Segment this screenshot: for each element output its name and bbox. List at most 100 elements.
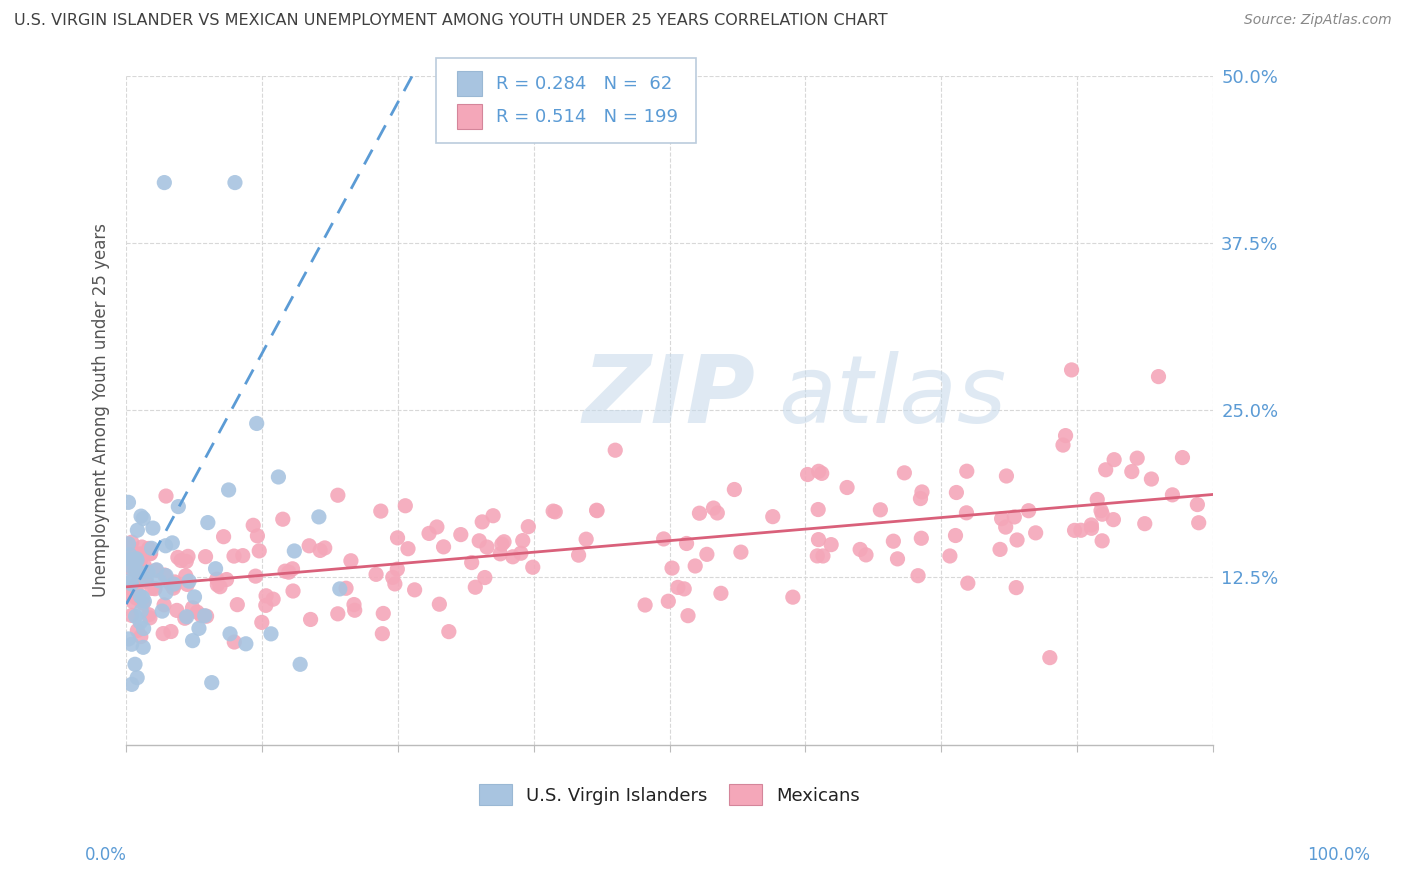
Point — [820, 538, 842, 552]
Point — [427, 597, 450, 611]
Point — [181, 633, 204, 648]
Point — [343, 598, 366, 612]
Point — [730, 545, 752, 559]
Point — [370, 504, 392, 518]
Point — [173, 611, 195, 625]
Point — [710, 586, 733, 600]
Point — [125, 591, 148, 605]
Point — [893, 466, 915, 480]
Point — [509, 546, 531, 560]
Point — [141, 541, 163, 556]
Point — [1171, 450, 1194, 465]
Point — [129, 604, 152, 618]
Text: R = 0.514   N = 199: R = 0.514 N = 199 — [496, 108, 678, 126]
Point — [326, 607, 349, 621]
Point — [585, 503, 607, 517]
Point — [309, 543, 332, 558]
Point — [281, 584, 304, 599]
Point — [224, 176, 246, 190]
Point — [120, 552, 142, 566]
Point — [218, 483, 240, 497]
Point — [1140, 472, 1163, 486]
Point — [127, 587, 149, 601]
Point — [125, 553, 148, 567]
Point — [956, 576, 979, 591]
Point — [222, 549, 245, 563]
Point — [1126, 451, 1149, 466]
Point — [121, 637, 143, 651]
Point — [138, 541, 160, 556]
Point — [1005, 533, 1028, 547]
Point — [128, 566, 150, 580]
Point — [183, 590, 205, 604]
Text: atlas: atlas — [778, 351, 1007, 442]
Point — [135, 574, 157, 589]
Point — [1005, 581, 1028, 595]
Point — [283, 544, 305, 558]
Point — [886, 552, 908, 566]
Point — [245, 569, 267, 583]
Point — [167, 550, 190, 565]
Point — [384, 577, 406, 591]
Point — [491, 537, 513, 551]
Point — [246, 529, 269, 543]
Point — [254, 599, 277, 613]
Point — [460, 556, 482, 570]
Point — [634, 598, 657, 612]
Point — [181, 600, 204, 615]
Point — [136, 565, 159, 579]
Point — [492, 534, 515, 549]
Point — [1133, 516, 1156, 531]
Point — [167, 500, 190, 514]
Point — [482, 508, 505, 523]
Point — [121, 577, 143, 591]
Text: 0.0%: 0.0% — [84, 846, 127, 863]
Point — [124, 609, 146, 624]
Point — [568, 548, 591, 562]
Point — [120, 573, 142, 587]
Point — [1070, 523, 1092, 537]
Point — [512, 533, 534, 548]
Point — [807, 464, 830, 478]
Point — [197, 516, 219, 530]
Point — [212, 530, 235, 544]
Point — [1054, 428, 1077, 442]
Point — [910, 491, 932, 506]
Point — [160, 577, 183, 591]
Point — [145, 563, 167, 577]
Point — [124, 657, 146, 672]
Point — [394, 499, 416, 513]
Point — [121, 677, 143, 691]
Point — [176, 577, 198, 591]
Point — [242, 518, 264, 533]
Point — [990, 511, 1012, 525]
Point — [437, 624, 460, 639]
Point — [1121, 465, 1143, 479]
Point — [343, 603, 366, 617]
Point — [129, 630, 152, 644]
Point — [308, 509, 330, 524]
Point — [994, 520, 1017, 534]
Point — [1025, 525, 1047, 540]
Point — [122, 594, 145, 608]
Point — [299, 612, 322, 626]
Point — [254, 589, 277, 603]
Point — [177, 574, 200, 589]
Point — [250, 615, 273, 630]
Point — [796, 467, 818, 482]
Point — [882, 534, 904, 549]
Point — [205, 572, 228, 586]
Point — [121, 550, 143, 565]
Point — [1091, 507, 1114, 521]
Point — [246, 417, 269, 431]
Point — [207, 578, 229, 592]
Text: ZIP: ZIP — [582, 351, 755, 442]
Point — [1187, 498, 1209, 512]
Point — [141, 582, 163, 596]
Point — [1080, 517, 1102, 532]
Point — [281, 562, 304, 576]
Point — [517, 519, 540, 533]
Point — [502, 549, 524, 564]
Point — [849, 542, 872, 557]
Point — [475, 540, 498, 554]
